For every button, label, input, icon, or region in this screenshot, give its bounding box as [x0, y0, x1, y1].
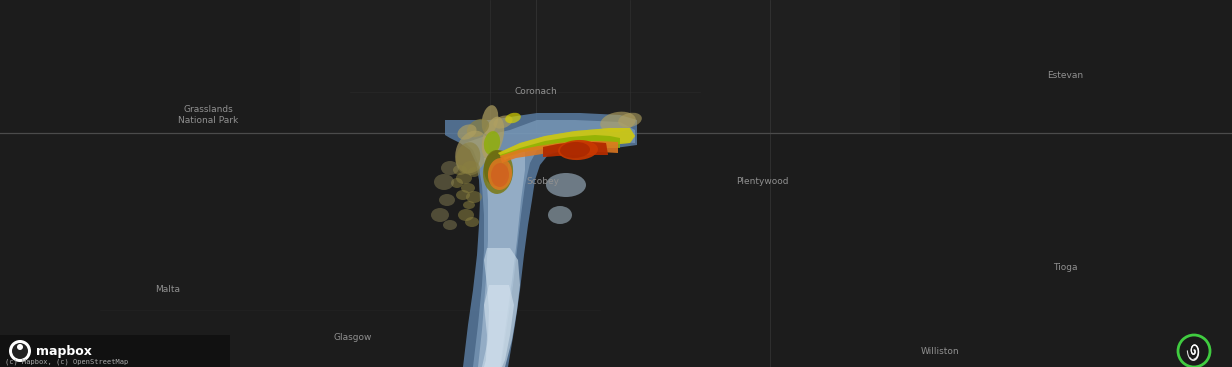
Ellipse shape: [461, 183, 476, 193]
Circle shape: [9, 340, 31, 362]
Ellipse shape: [464, 217, 479, 227]
Text: Scobey: Scobey: [526, 178, 559, 186]
Ellipse shape: [492, 163, 509, 187]
Ellipse shape: [483, 150, 513, 194]
Polygon shape: [543, 142, 609, 157]
Ellipse shape: [462, 161, 480, 175]
Polygon shape: [478, 152, 525, 367]
Text: mapbox: mapbox: [36, 345, 92, 357]
Text: Tioga: Tioga: [1053, 264, 1077, 273]
Ellipse shape: [618, 113, 642, 127]
Ellipse shape: [488, 158, 513, 190]
Circle shape: [17, 344, 23, 350]
Ellipse shape: [456, 190, 469, 200]
Polygon shape: [500, 135, 620, 158]
Ellipse shape: [482, 117, 504, 159]
Ellipse shape: [451, 178, 463, 188]
Bar: [0, 335, 230, 367]
Ellipse shape: [463, 201, 476, 209]
Circle shape: [12, 343, 28, 359]
Ellipse shape: [505, 113, 521, 123]
Polygon shape: [482, 248, 520, 367]
Ellipse shape: [456, 172, 472, 184]
Ellipse shape: [444, 220, 457, 230]
Text: Plentywood: Plentywood: [736, 178, 788, 186]
Ellipse shape: [468, 167, 480, 177]
Ellipse shape: [456, 142, 480, 174]
Ellipse shape: [441, 161, 460, 175]
Polygon shape: [543, 142, 609, 157]
Text: Williston: Williston: [920, 348, 960, 356]
Polygon shape: [500, 141, 618, 163]
Polygon shape: [498, 128, 634, 160]
Ellipse shape: [455, 131, 489, 173]
Ellipse shape: [434, 174, 455, 190]
Text: Malta: Malta: [155, 284, 181, 294]
Text: Grasslands
National Park: Grasslands National Park: [177, 105, 238, 125]
Ellipse shape: [561, 142, 590, 158]
Polygon shape: [484, 285, 514, 367]
Ellipse shape: [439, 194, 455, 206]
Text: Glasgow: Glasgow: [334, 334, 372, 342]
Ellipse shape: [558, 140, 598, 160]
Polygon shape: [464, 120, 634, 367]
Text: Estevan: Estevan: [1047, 70, 1083, 80]
Ellipse shape: [548, 206, 572, 224]
Polygon shape: [498, 128, 634, 160]
Ellipse shape: [458, 209, 474, 221]
Ellipse shape: [467, 119, 489, 137]
Circle shape: [1178, 335, 1210, 367]
Ellipse shape: [546, 173, 586, 197]
Text: Coronach: Coronach: [515, 87, 557, 97]
Ellipse shape: [484, 131, 500, 155]
Ellipse shape: [600, 112, 636, 132]
Ellipse shape: [493, 115, 513, 128]
Polygon shape: [301, 0, 901, 133]
Ellipse shape: [457, 124, 477, 139]
Ellipse shape: [466, 191, 482, 203]
Ellipse shape: [453, 165, 467, 175]
Ellipse shape: [482, 105, 498, 135]
Ellipse shape: [431, 208, 448, 222]
Polygon shape: [445, 113, 637, 367]
Text: (c) Mapbox, (c) OpenStreetMap: (c) Mapbox, (c) OpenStreetMap: [5, 359, 128, 365]
Ellipse shape: [484, 150, 508, 186]
